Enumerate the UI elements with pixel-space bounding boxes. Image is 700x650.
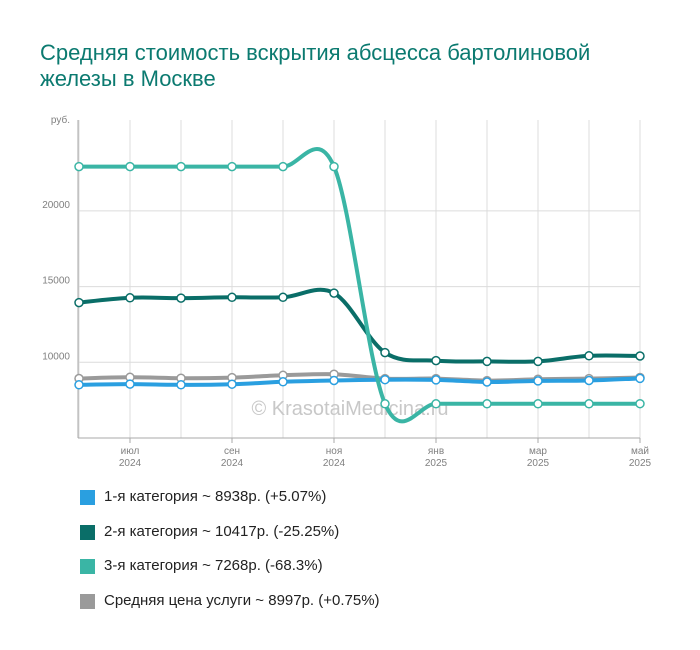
x-tick-year: 2024 xyxy=(323,458,346,469)
data-point-category-1 xyxy=(533,376,543,386)
series-line-category-2 xyxy=(77,287,642,364)
data-point-category-2 xyxy=(380,347,390,358)
data-point-category-2 xyxy=(125,293,135,303)
data-point-category-3 xyxy=(278,161,288,172)
data-point-category-1 xyxy=(176,380,186,390)
data-point-category-3 xyxy=(329,161,339,172)
data-point-category-1 xyxy=(635,373,645,384)
data-point-category-3 xyxy=(380,399,390,409)
x-tick-year: 2025 xyxy=(629,458,652,469)
x-tick-year: 2024 xyxy=(119,458,142,469)
x-tick-month: сен xyxy=(224,446,240,457)
data-point-category-2 xyxy=(635,351,645,361)
data-point-category-2 xyxy=(176,293,186,303)
data-point-category-3 xyxy=(74,161,84,172)
y-tick-label: 15000 xyxy=(42,276,70,287)
data-point-category-2 xyxy=(482,356,492,367)
legend-swatch-category-1 xyxy=(80,490,95,505)
x-tick-month: июл xyxy=(121,446,140,457)
data-point-category-1 xyxy=(431,375,441,385)
y-unit-label: руб. xyxy=(51,114,70,126)
data-point-category-1 xyxy=(227,379,237,389)
y-tick-label: 10000 xyxy=(42,351,70,362)
x-tick-year: 2025 xyxy=(527,458,550,469)
data-point-category-2 xyxy=(431,355,441,366)
data-point-category-1 xyxy=(329,375,339,386)
x-tick-month: ноя xyxy=(326,446,343,457)
data-point-category-1 xyxy=(278,377,288,387)
data-point-category-3 xyxy=(176,161,186,172)
x-tick-month: май xyxy=(631,446,649,457)
legend-item-category-2[interactable]: 2-я категория ~ 10417р. (-25.25%) xyxy=(80,521,380,556)
line-chart: 100001500020000руб.июл2024сен2024ноя2024… xyxy=(42,114,652,469)
legend-swatch-category-2 xyxy=(80,524,95,540)
chart-title: Средняя стоимость вскрытия абсцесса барт… xyxy=(40,40,591,91)
legend-label-category-2: 2-я категория ~ 10417р. (-25.25%) xyxy=(104,522,340,540)
x-tick-year: 2024 xyxy=(221,458,244,469)
data-point-category-3 xyxy=(227,161,237,172)
data-point-category-2 xyxy=(533,356,543,367)
data-point-category-1 xyxy=(482,377,492,387)
data-point-category-3 xyxy=(635,398,645,409)
legend-label-category-3: 3-я категория ~ 7268р. (-68.3%) xyxy=(104,557,323,574)
data-point-category-3 xyxy=(125,161,135,172)
data-point-category-2 xyxy=(329,288,339,298)
data-point-category-1 xyxy=(584,375,594,386)
legend-swatch-category-3 xyxy=(80,559,95,574)
x-tick-year: 2025 xyxy=(425,458,448,469)
data-point-category-1 xyxy=(380,374,390,385)
chart-legend: 1-я категория ~ 8938р. (+5.07%) 2-я кате… xyxy=(80,486,380,624)
legend-item-category-1[interactable]: 1-я категория ~ 8938р. (+5.07%) xyxy=(80,486,380,521)
legend-item-category-3[interactable]: 3-я категория ~ 7268р. (-68.3%) xyxy=(80,555,380,590)
legend-label-average: Средняя цена услуги ~ 8997р. (+0.75%) xyxy=(104,591,380,609)
data-point-category-3 xyxy=(533,399,543,409)
data-point-category-2 xyxy=(584,351,594,361)
data-point-category-2 xyxy=(227,292,237,303)
data-point-category-3 xyxy=(431,399,441,409)
y-tick-label: 20000 xyxy=(42,200,70,211)
data-point-category-2 xyxy=(278,292,288,303)
data-point-category-1 xyxy=(74,380,84,390)
watermark-text: © KrasotaiMedicina.ru xyxy=(251,398,448,420)
x-tick-month: мар xyxy=(529,446,547,457)
data-point-category-1 xyxy=(125,379,135,389)
x-tick-month: янв xyxy=(428,446,444,457)
data-point-category-3 xyxy=(482,399,492,409)
legend-swatch-average xyxy=(80,593,95,609)
legend-item-average[interactable]: Средняя цена услуги ~ 8997р. (+0.75%) xyxy=(80,590,380,625)
data-point-category-2 xyxy=(74,297,84,308)
data-point-category-3 xyxy=(584,399,594,409)
legend-label-category-1: 1-я категория ~ 8938р. (+5.07%) xyxy=(104,488,327,505)
